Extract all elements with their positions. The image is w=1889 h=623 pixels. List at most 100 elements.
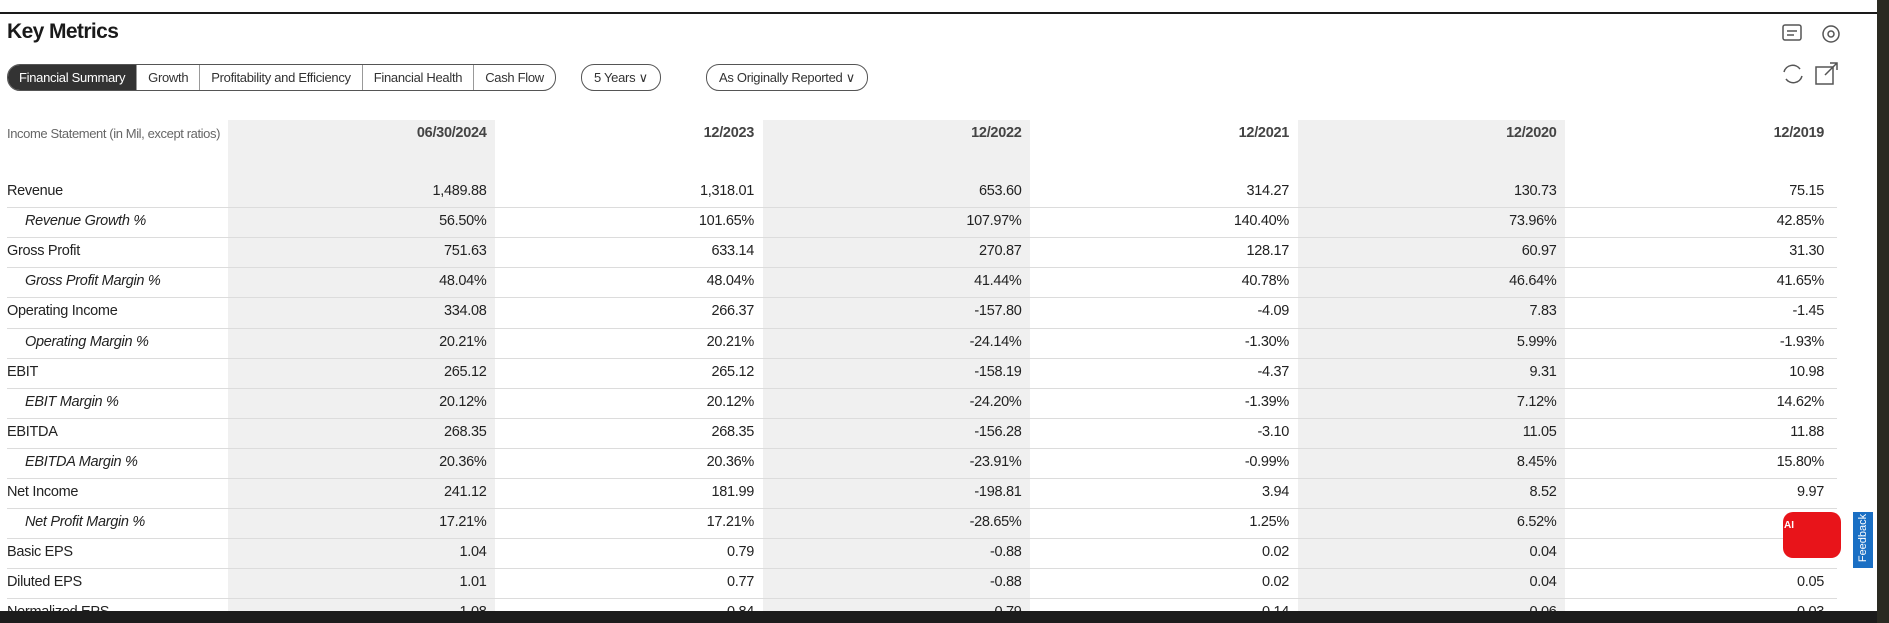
row-divider [7, 237, 1837, 239]
value-cell: 0.04 [1529, 544, 1557, 561]
value-cell: 10.98 [1789, 363, 1824, 380]
row-divider [7, 508, 1837, 510]
value-cell: 20.12% [706, 393, 755, 410]
dropdown-label: As Originally Reported [719, 70, 843, 85]
value-cell: 56.50% [439, 213, 487, 230]
report-dropdown[interactable]: As Originally Reported ∨ [706, 64, 868, 91]
tab[interactable]: Cash Flow [473, 65, 555, 90]
row-label: EBIT Margin % [25, 393, 119, 410]
value-cell: -4.37 [1257, 363, 1289, 380]
value-cell: 15.80% [1776, 453, 1825, 470]
value-cell: 1,489.88 [432, 183, 487, 199]
chat-widget[interactable] [1783, 512, 1841, 558]
value-cell: -156.28 [974, 423, 1022, 440]
value-cell: -3.10 [1257, 423, 1289, 440]
value-cell: 41.65% [1776, 273, 1825, 290]
value-cell: 3.94 [1261, 484, 1289, 500]
value-cell: -24.20% [969, 393, 1022, 410]
value-cell: -0.88 [989, 544, 1022, 561]
value-cell: 107.97% [966, 213, 1022, 230]
column-header: 06/30/2024 [416, 125, 487, 141]
value-cell: 46.64% [1509, 273, 1557, 290]
tab[interactable]: Financial Summary [8, 65, 137, 90]
column-shade [763, 120, 1030, 611]
feedback-tab[interactable] [1853, 512, 1873, 568]
value-cell: -198.81 [974, 484, 1022, 500]
column-header: 12/2021 [1238, 125, 1290, 141]
value-cell: 7.12% [1516, 393, 1557, 410]
value-cell: 17.21% [706, 514, 755, 531]
value-cell: 8.52 [1529, 484, 1557, 500]
value-cell: 20.12% [439, 393, 487, 410]
toolbar-icons[interactable] [1780, 22, 1850, 92]
value-cell: 31.30 [1789, 243, 1824, 260]
row-divider [7, 357, 1837, 359]
value-cell: 9.31 [1529, 363, 1557, 380]
title: Key Metrics [7, 20, 119, 43]
value-cell: 7.83 [1529, 303, 1557, 320]
value-cell: 20.21% [706, 333, 755, 350]
value-cell: 140.40% [1233, 213, 1289, 230]
value-cell: 20.36% [706, 453, 755, 470]
value-cell: 20.36% [439, 453, 487, 470]
row-label: EBIT [7, 363, 39, 380]
row-divider [7, 478, 1837, 479]
row-label: Operating Margin % [25, 333, 149, 350]
value-cell: 128.17 [1246, 243, 1289, 260]
column-shade [228, 120, 495, 611]
column-shade [1298, 120, 1565, 611]
row-label: Diluted EPS [7, 574, 82, 591]
value-cell: 0.79 [726, 544, 754, 561]
value-cell: -1.45 [1792, 303, 1824, 320]
value-cell: 0.02 [1261, 544, 1289, 561]
value-cell: 60.97 [1521, 243, 1557, 260]
column-header: 12/2023 [703, 125, 755, 141]
value-cell: 0.02 [1261, 574, 1289, 591]
value-cell: 633.14 [711, 243, 754, 260]
value-cell: 268.35 [711, 423, 754, 440]
period-dropdown[interactable]: 5 Years ∨ [581, 64, 661, 91]
value-cell: 0.05 [1796, 574, 1824, 591]
value-cell: -1.39% [1244, 393, 1289, 410]
value-cell: -24.14% [969, 333, 1022, 350]
value-cell: 6.52% [1516, 514, 1557, 531]
row-label: Gross Profit [7, 243, 80, 260]
value-cell: 11.05 [1522, 423, 1557, 440]
value-cell: 8.45% [1516, 453, 1557, 470]
value-cell: 5.99% [1516, 333, 1557, 350]
row-divider [7, 447, 1837, 449]
value-cell: 11.88 [1790, 423, 1824, 440]
tab[interactable]: Financial Health [361, 65, 473, 90]
value-cell: -1.30% [1244, 333, 1289, 350]
value-cell: -0.88 [989, 574, 1022, 591]
table-caption: Income Statement (in Mil, except ratios) [7, 126, 221, 141]
value-cell: -1.93% [1779, 333, 1824, 350]
value-cell: 41.44% [974, 273, 1022, 290]
value-cell: 1.25% [1249, 514, 1289, 531]
row-divider [7, 297, 1837, 299]
row-label: EBITDA [7, 423, 58, 440]
scroll-strip [1877, 0, 1889, 623]
top-rule [0, 12, 1877, 14]
row-divider [7, 207, 1837, 209]
value-cell: -157.80 [974, 303, 1022, 320]
row-label: Gross Profit Margin % [25, 273, 161, 290]
tab[interactable]: Growth [136, 65, 199, 90]
value-cell: 9.97 [1796, 484, 1824, 500]
column-header: 12/2020 [1506, 125, 1557, 141]
value-cell: 241.12 [443, 484, 487, 500]
value-cell: 266.37 [711, 303, 754, 320]
tab[interactable]: Profitability and Efficiency [199, 65, 362, 90]
value-cell: 265.12 [443, 363, 487, 380]
value-cell: -4.09 [1257, 303, 1289, 320]
value-cell: 42.85% [1776, 213, 1825, 230]
row-divider [7, 598, 1837, 600]
value-cell: 20.21% [439, 333, 487, 350]
dropdown-label: 5 Years [594, 70, 636, 85]
feedback-label: Feedback [1857, 513, 1869, 563]
row-divider [7, 267, 1837, 269]
value-cell: 270.87 [978, 243, 1022, 260]
value-cell: 1.01 [459, 574, 487, 591]
row-label: Basic EPS [7, 544, 73, 561]
